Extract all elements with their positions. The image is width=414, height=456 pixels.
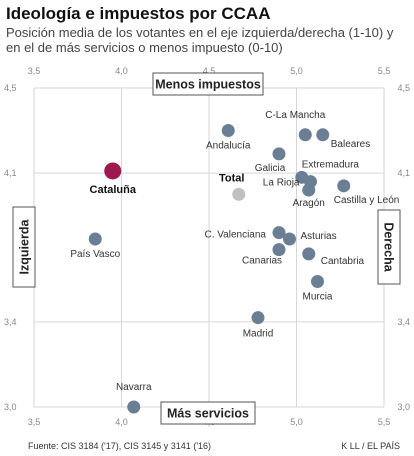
- x-tick-label-top: 4,5: [203, 66, 216, 76]
- point-label-murcia: Murcia: [302, 292, 332, 303]
- point-label-andalucia: Andalucía: [206, 141, 251, 152]
- point-murcia: [311, 275, 324, 289]
- credit-note: K LL / EL PAÍS: [341, 441, 400, 451]
- y-tick-label-right: 4,5: [397, 83, 410, 93]
- point-label-pais-vasco: País Vasco: [70, 249, 120, 260]
- chart-title: Ideología e impuestos por CCAA: [6, 4, 271, 23]
- tick-layer: 3,5 3,5 4,0 4,0 4,5 4,5 5,0 5,0 5,5 5,5 3,0 3,0 3,4 3…: [4, 66, 410, 427]
- grid-layer: [33, 87, 385, 408]
- x-tick-label-bottom: 5,0: [290, 417, 303, 427]
- source-note: Fuente: CIS 3184 ('17), CIS 3145 y 3141 …: [28, 441, 212, 451]
- point-label-asturias: Asturias: [301, 231, 337, 242]
- point-galicia: [272, 147, 286, 161]
- point-cantabria: [302, 247, 316, 261]
- axis-left-label: Izquierda: [18, 219, 32, 275]
- point-label-baleares: Baleares: [331, 139, 370, 150]
- axis-top-label: Menos impuestos: [155, 78, 261, 92]
- point-label-castilla-y-leon: Castilla y León: [334, 195, 400, 206]
- x-tick-label-bottom: 3,5: [28, 417, 41, 427]
- point-c-valenciana: [272, 226, 286, 240]
- x-tick-label-top: 3,5: [28, 66, 41, 76]
- x-tick-label-top: 5,0: [290, 66, 303, 76]
- axis-top-box: [152, 72, 264, 96]
- point-aragon: [302, 183, 316, 197]
- y-tick-label-right: 3,4: [397, 317, 410, 327]
- point-castilla-y-leon: [337, 179, 351, 193]
- point-baleares: [316, 128, 330, 142]
- y-tick-label-right: 4,1: [397, 168, 410, 178]
- point-asturias: [283, 232, 296, 246]
- point-label-canarias: Canarias: [242, 256, 282, 267]
- axis-right-label: Derecha: [382, 222, 396, 272]
- point-label-extremadura: Extremadura: [302, 159, 360, 170]
- point-label-cantabria: Cantabria: [321, 256, 365, 267]
- point-label-c-valenciana: C. Valenciana: [204, 230, 266, 241]
- x-tick-label-bottom: 4,0: [115, 417, 128, 427]
- axis-right-box: [377, 209, 401, 285]
- point-pais-vasco: [88, 232, 102, 246]
- y-tick-label-left: 4,5: [4, 83, 17, 93]
- point-canarias: [272, 243, 286, 257]
- point-c-la-mancha: [298, 128, 312, 142]
- point-label-galicia: Galicia: [255, 163, 286, 174]
- point-cataluna: [104, 162, 122, 180]
- y-tick-label-right: 3,0: [397, 402, 410, 412]
- point-label-c-la-mancha: C-La Mancha: [265, 110, 325, 121]
- x-tick-label-bottom: 5,5: [378, 417, 391, 427]
- point-label-la-rioja: La Rioja: [263, 178, 300, 189]
- point-navarra: [127, 400, 141, 414]
- label-layer: C-La Mancha Baleares Andalucía Galicia Catal…: [70, 110, 399, 393]
- point-madrid: [251, 311, 265, 325]
- point-label-cataluna: Cataluña: [90, 184, 137, 196]
- y-tick-label-left: 3,4: [4, 317, 17, 327]
- point-total: [232, 187, 246, 201]
- y-tick-label-left: 3,0: [4, 402, 17, 412]
- chart-subtitle: Posición media de los votantes en el eje…: [6, 25, 394, 55]
- x-tick-label-top: 4,0: [115, 66, 128, 76]
- point-label-navarra: Navarra: [116, 382, 152, 393]
- point-andalucia: [221, 124, 235, 138]
- x-tick-label-top: 5,5: [378, 66, 391, 76]
- y-tick-label-left: 4,1: [4, 168, 17, 178]
- axis-bottom-label: Más servicios: [167, 407, 249, 421]
- point-label-aragon: Aragón: [293, 198, 325, 209]
- point-layer: [88, 124, 351, 414]
- axis-bottom-box: [160, 401, 256, 425]
- point-label-total: Total: [219, 172, 244, 184]
- point-label-madrid: Madrid: [243, 329, 274, 340]
- axis-box-layer: Menos impuestos Más servicios Izquierda Der…: [12, 72, 401, 425]
- axis-left-box: [12, 206, 36, 288]
